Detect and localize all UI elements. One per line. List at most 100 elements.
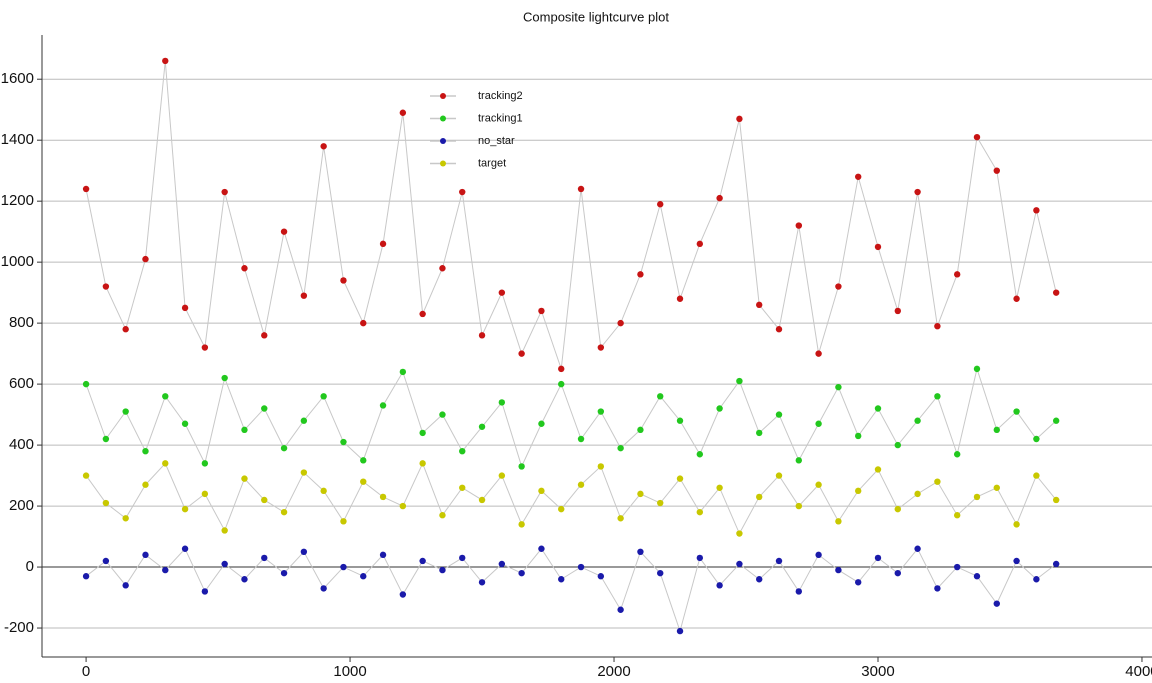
data-point bbox=[874, 554, 882, 562]
data-point bbox=[934, 393, 941, 400]
legend-marker bbox=[440, 138, 446, 144]
data-point bbox=[894, 307, 901, 315]
data-point bbox=[657, 569, 664, 577]
data-point bbox=[558, 576, 565, 583]
data-point bbox=[874, 243, 882, 251]
data-point bbox=[300, 292, 308, 299]
series-line bbox=[85, 462, 1057, 535]
data-point bbox=[617, 606, 624, 613]
data-point bbox=[300, 469, 308, 476]
data-point bbox=[973, 133, 981, 141]
data-point bbox=[1033, 472, 1040, 479]
data-point bbox=[973, 573, 981, 580]
data-point bbox=[854, 173, 862, 180]
data-point bbox=[261, 405, 268, 412]
data-point bbox=[399, 591, 407, 598]
data-point bbox=[538, 545, 545, 552]
legend-label: no_star bbox=[478, 135, 515, 147]
data-point bbox=[835, 566, 842, 574]
y-tick-label: 0 bbox=[26, 558, 34, 575]
data-point bbox=[736, 560, 743, 568]
data-point bbox=[439, 411, 446, 418]
data-point bbox=[617, 515, 624, 522]
data-point bbox=[815, 551, 822, 559]
data-point bbox=[102, 557, 110, 565]
data-point bbox=[518, 521, 525, 528]
data-point bbox=[1052, 496, 1060, 504]
data-point bbox=[953, 271, 961, 278]
data-point bbox=[379, 551, 387, 559]
data-point bbox=[280, 569, 288, 577]
data-point bbox=[953, 512, 961, 519]
data-point bbox=[696, 554, 704, 562]
data-point bbox=[241, 426, 248, 434]
data-point bbox=[538, 307, 545, 315]
data-point bbox=[874, 466, 882, 473]
data-point bbox=[201, 490, 209, 498]
data-point bbox=[914, 188, 921, 196]
data-point bbox=[696, 508, 704, 516]
data-point bbox=[894, 569, 901, 577]
data-point bbox=[478, 579, 486, 586]
data-point bbox=[498, 289, 506, 296]
series-line bbox=[85, 367, 1057, 468]
data-point bbox=[775, 472, 783, 479]
data-point bbox=[914, 490, 921, 498]
data-point bbox=[795, 222, 803, 229]
y-tick-label: 400 bbox=[9, 436, 34, 453]
data-point bbox=[676, 417, 684, 424]
data-point bbox=[934, 322, 941, 330]
data-point bbox=[914, 417, 921, 424]
legend-marker bbox=[440, 93, 446, 99]
data-point bbox=[459, 484, 466, 491]
data-point bbox=[736, 115, 743, 123]
x-tick-label: 1000 bbox=[333, 663, 366, 680]
data-point bbox=[439, 566, 446, 574]
data-point bbox=[478, 423, 486, 430]
data-point bbox=[775, 411, 783, 418]
data-point bbox=[498, 560, 506, 568]
data-point bbox=[854, 487, 862, 495]
data-point bbox=[577, 185, 585, 193]
data-point bbox=[142, 447, 149, 455]
data-point bbox=[82, 380, 90, 388]
data-point bbox=[300, 417, 308, 424]
data-point bbox=[201, 344, 209, 351]
data-point bbox=[122, 515, 129, 522]
data-point bbox=[399, 109, 407, 116]
data-point bbox=[597, 408, 605, 415]
data-point bbox=[716, 484, 723, 491]
data-point bbox=[1013, 295, 1020, 302]
data-point bbox=[498, 399, 506, 406]
data-point bbox=[122, 582, 129, 589]
data-point bbox=[558, 365, 565, 373]
data-point bbox=[320, 585, 327, 592]
data-point bbox=[1052, 560, 1060, 568]
data-point bbox=[617, 444, 624, 452]
data-point bbox=[696, 451, 704, 458]
data-point bbox=[379, 402, 387, 409]
data-point bbox=[102, 435, 110, 443]
data-point bbox=[637, 271, 644, 278]
data-point bbox=[122, 408, 129, 415]
chart-title: Composite lightcurve plot bbox=[523, 9, 669, 24]
data-point bbox=[756, 493, 763, 501]
data-point bbox=[835, 383, 842, 391]
y-tick-label: -200 bbox=[4, 619, 34, 636]
data-point bbox=[261, 554, 268, 562]
data-point bbox=[1052, 289, 1060, 296]
data-point bbox=[894, 505, 901, 513]
y-tick-label: 800 bbox=[9, 314, 34, 331]
data-point bbox=[201, 588, 209, 595]
data-point bbox=[399, 502, 407, 510]
y-tick-label: 600 bbox=[9, 375, 34, 392]
data-point bbox=[716, 582, 723, 589]
x-tick-label: 2000 bbox=[597, 663, 630, 680]
data-point bbox=[815, 350, 822, 357]
legend-label: tracking2 bbox=[478, 90, 523, 102]
data-point bbox=[815, 481, 822, 488]
data-point bbox=[993, 484, 1000, 491]
data-point bbox=[340, 563, 347, 571]
data-point bbox=[1052, 417, 1060, 424]
data-point bbox=[1013, 521, 1020, 528]
